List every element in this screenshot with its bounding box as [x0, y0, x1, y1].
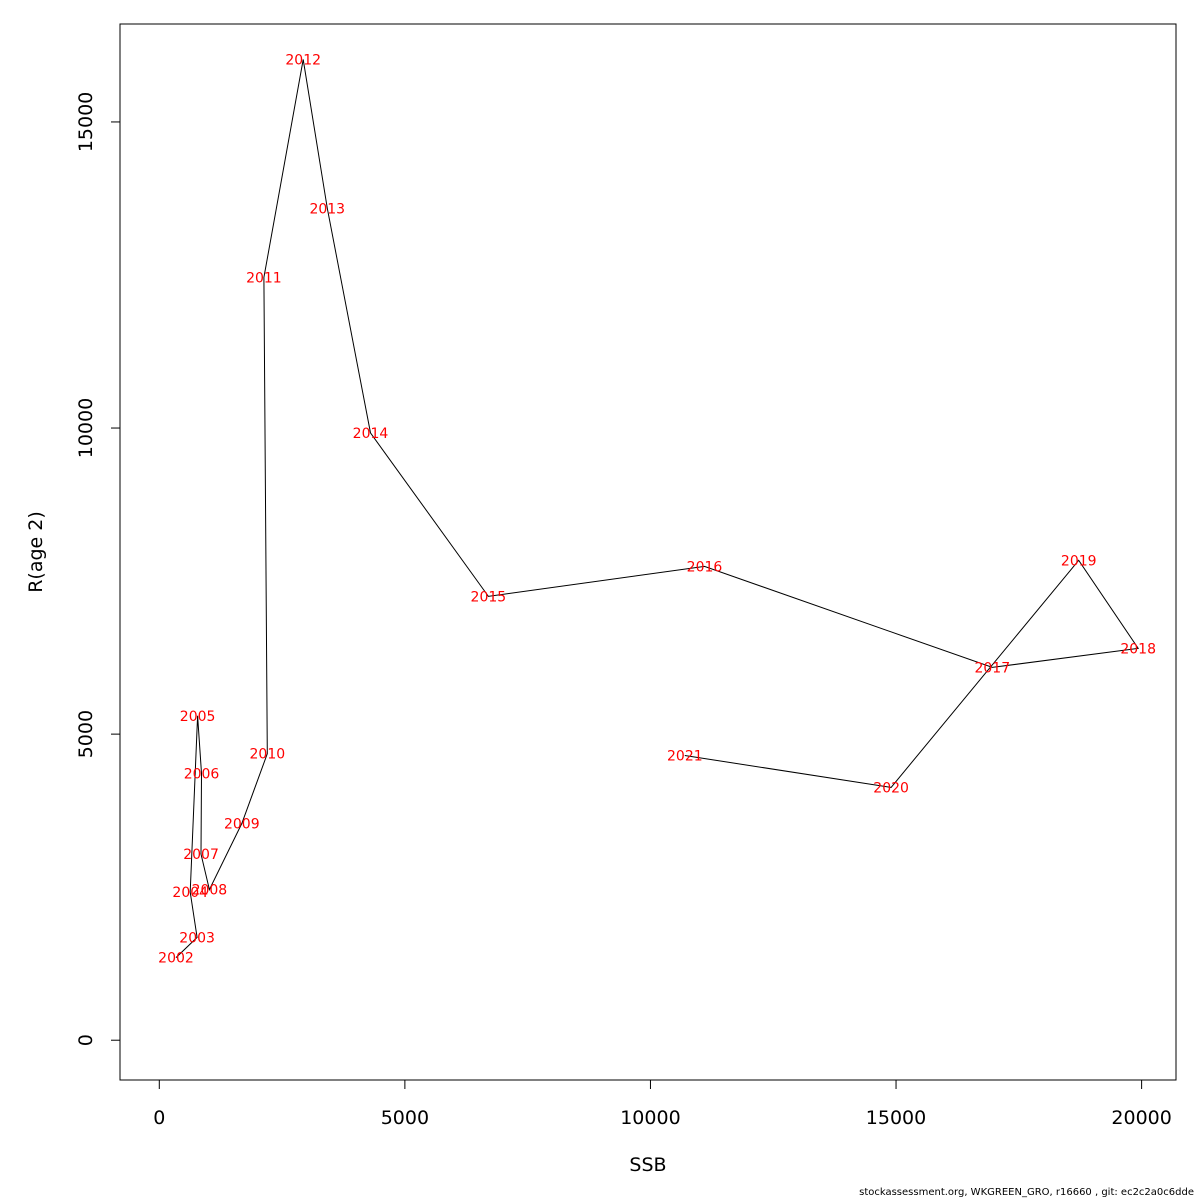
- plot-frame: [119, 23, 1177, 1081]
- y-tick-label: 15000: [75, 92, 97, 152]
- year-label: 2016: [687, 559, 723, 575]
- x-axis-label: SSB: [629, 1154, 666, 1176]
- year-label: 2011: [246, 270, 282, 286]
- year-label: 2008: [192, 883, 228, 899]
- year-label: 2015: [471, 589, 507, 605]
- x-tick-label: 10000: [620, 1107, 680, 1129]
- year-label: 2012: [285, 53, 321, 69]
- year-label: 2010: [250, 747, 286, 763]
- x-tick-label: 5000: [381, 1107, 429, 1129]
- series-line: [175, 59, 1140, 958]
- y-axis: 0 5000 10000 15000: [75, 92, 121, 1046]
- year-label: 2006: [184, 766, 220, 782]
- year-label: 2020: [873, 780, 909, 796]
- y-tick-label: 0: [75, 1034, 97, 1046]
- x-axis: 0 5000 10000 15000 20000: [153, 1079, 1172, 1129]
- y-axis-label: R(age 2): [25, 511, 47, 593]
- year-label: 2002: [158, 951, 194, 967]
- year-label: 2018: [1120, 641, 1156, 657]
- y-tick-label: 10000: [75, 398, 97, 458]
- x-tick-label: 0: [153, 1107, 165, 1129]
- year-label: 2009: [224, 816, 260, 832]
- year-label: 2017: [974, 660, 1010, 676]
- y-tick-label: 5000: [75, 710, 97, 758]
- year-label: 2014: [353, 426, 389, 442]
- year-label: 2013: [309, 201, 345, 217]
- year-label: 2004: [172, 885, 208, 901]
- year-label: 2021: [667, 749, 703, 765]
- year-labels: 2002 2003 2004 2005 2006 2007 2008 2009 2010 2011…: [158, 53, 1156, 967]
- year-label: 2005: [180, 709, 216, 725]
- year-label: 2007: [183, 847, 219, 863]
- x-tick-label: 15000: [866, 1107, 926, 1129]
- year-label: 2019: [1061, 553, 1097, 569]
- year-label: 2003: [179, 930, 215, 946]
- footer-caption: stockassessment.org, WKGREEN_GRO, r16660…: [859, 1187, 1194, 1198]
- x-tick-label: 20000: [1111, 1107, 1171, 1129]
- sr-trajectory: [175, 59, 1140, 958]
